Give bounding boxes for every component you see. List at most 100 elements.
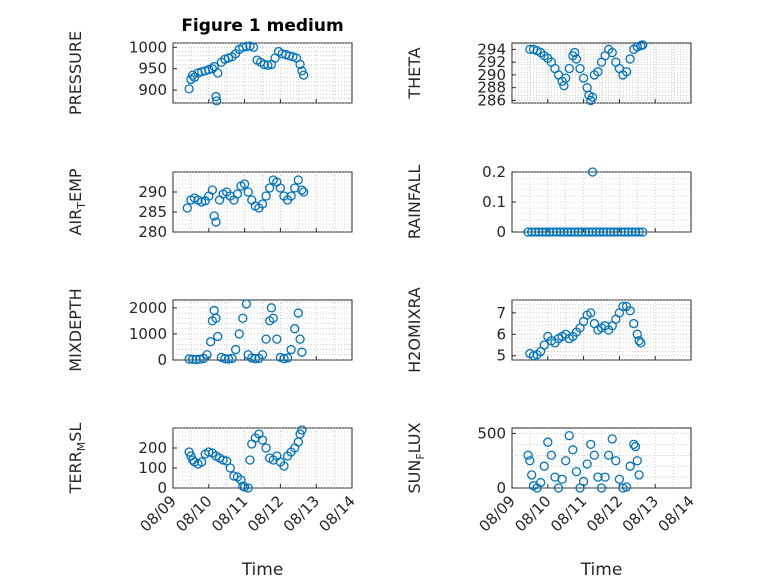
data-point — [523, 227, 533, 237]
data-point — [571, 54, 582, 64]
data-point — [247, 353, 257, 363]
data-point — [634, 470, 644, 480]
data-point — [552, 227, 562, 237]
x-tick-label: 08/09 — [476, 492, 519, 535]
y-tick-label: 0 — [496, 479, 506, 497]
y-tick-label: 900 — [138, 81, 167, 99]
data-point — [638, 227, 648, 237]
data-point — [182, 203, 192, 213]
y-tick-label: 2000 — [129, 299, 167, 317]
y-tick-label: 1000 — [129, 325, 167, 343]
data-point — [213, 331, 223, 342]
y-tick-label: 288 — [477, 79, 506, 97]
x-tick-label: 08/11 — [208, 492, 251, 535]
data-point — [272, 334, 282, 344]
data-point — [275, 183, 286, 193]
data-point — [299, 70, 309, 80]
data-point — [543, 437, 553, 447]
data-point — [611, 456, 621, 466]
data-point — [578, 476, 589, 487]
data-point — [595, 227, 605, 237]
data-point — [261, 334, 271, 344]
data-point — [553, 483, 564, 493]
data-point — [225, 463, 235, 473]
data-point — [591, 227, 601, 237]
data-point — [541, 227, 551, 237]
data-point — [618, 301, 628, 312]
data-point — [525, 456, 535, 466]
data-point — [220, 354, 230, 364]
data-point — [629, 439, 639, 450]
data-point — [629, 318, 639, 329]
data-point — [586, 439, 596, 450]
y-tick-label: 0.2 — [482, 163, 506, 181]
data-point — [257, 199, 268, 209]
data-point — [575, 63, 585, 74]
data-point — [297, 185, 307, 195]
y-axis-label: THETA — [405, 47, 424, 99]
data-point — [607, 47, 617, 58]
data-point — [582, 459, 592, 469]
y-axis-label: SUNFLUX — [405, 422, 427, 493]
x-tick-label: 08/14 — [655, 492, 698, 535]
data-point — [263, 60, 273, 70]
data-point — [616, 227, 626, 237]
data-point — [587, 92, 598, 102]
data-point — [589, 450, 599, 460]
data-point — [250, 354, 260, 364]
data-point — [257, 435, 268, 445]
subplot-air-temp: 280 285 290 AIRTEMP — [66, 168, 353, 241]
y-tick-label: 290 — [138, 183, 167, 201]
data-point — [261, 191, 271, 201]
y-tick-label: 0 — [157, 351, 167, 369]
data-point — [286, 344, 296, 355]
data-point — [548, 227, 558, 237]
y-tick-label: 6 — [496, 325, 506, 343]
y-tick-label: 0.1 — [482, 193, 506, 211]
data-point — [257, 350, 268, 360]
data-point — [523, 450, 533, 460]
data-point — [561, 456, 571, 466]
data-point — [234, 329, 244, 339]
data-point — [612, 227, 623, 237]
y-tick-label: 292 — [477, 53, 506, 71]
subplot-mixdepth: 0 1000 2000 MIXDEPTH — [66, 288, 353, 372]
data-point — [577, 227, 587, 237]
data-point — [555, 227, 565, 237]
data-point — [282, 353, 293, 363]
data-point — [211, 313, 221, 323]
data-point — [238, 481, 248, 491]
data-point — [299, 187, 309, 197]
data-point — [602, 227, 612, 237]
data-point — [227, 353, 237, 364]
data-point — [525, 44, 535, 55]
data-point — [241, 41, 252, 52]
data-point — [236, 475, 246, 485]
x-tick-label: 08/13 — [619, 492, 662, 535]
data-point — [211, 217, 221, 227]
y-tick-label: 285 — [138, 203, 167, 221]
data-point — [573, 227, 583, 237]
subplot-h2omixra: 5 6 7 H2OMIXRA — [405, 287, 692, 373]
y-axis-label: MIXDEPTH — [66, 288, 85, 371]
data-point — [620, 227, 630, 237]
data-point — [293, 175, 303, 185]
data-point — [196, 457, 207, 467]
y-tick-label: 200 — [138, 439, 167, 457]
data-point — [239, 482, 250, 492]
data-point — [290, 324, 300, 334]
data-point — [638, 40, 648, 50]
data-point — [259, 59, 269, 70]
y-tick-label: 0 — [157, 479, 167, 497]
x-tick-label: 08/12 — [244, 492, 287, 535]
data-point — [587, 167, 598, 177]
data-point — [632, 456, 642, 466]
data-point — [297, 347, 307, 357]
y-tick-label: 280 — [138, 223, 167, 241]
data-point — [564, 430, 574, 441]
y-tick-label: 950 — [138, 60, 167, 78]
